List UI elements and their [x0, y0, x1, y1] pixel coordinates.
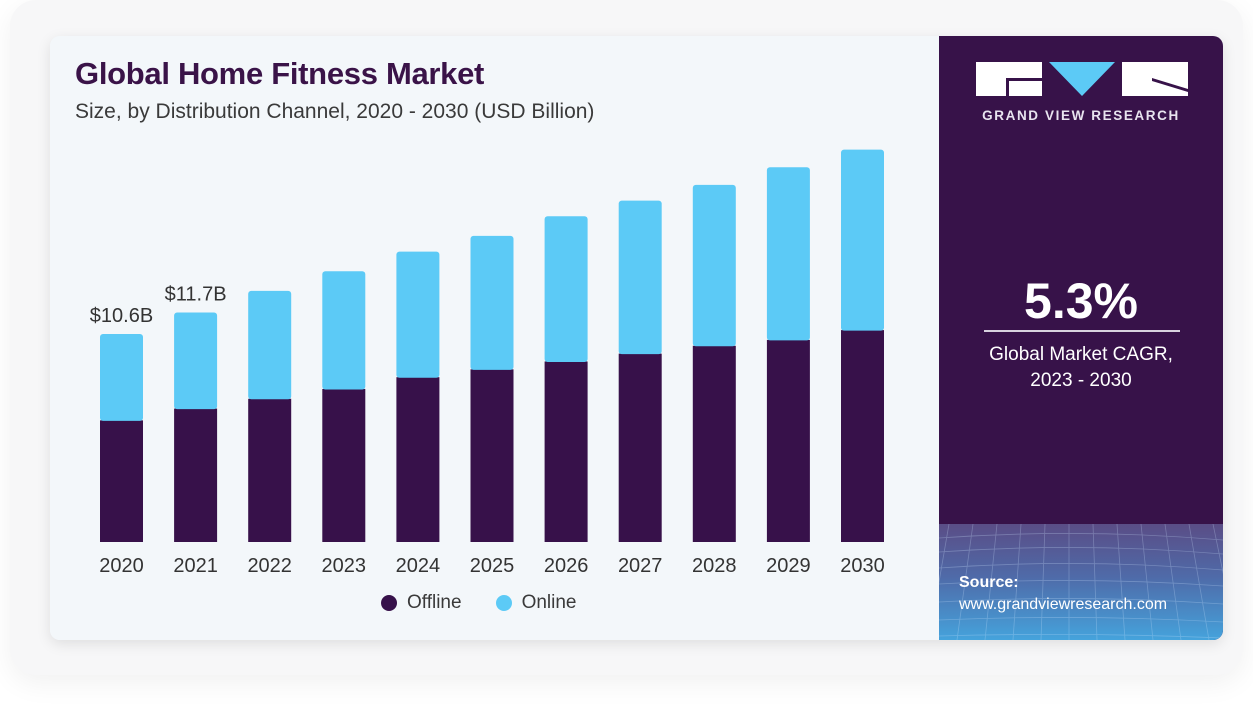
legend-dot-offline	[381, 595, 397, 611]
x-tick-label: 2029	[766, 555, 811, 577]
x-tick-label: 2030	[840, 555, 885, 577]
bar-offline-2024	[396, 377, 440, 542]
chart-subtitle: Size, by Distribution Channel, 2020 - 20…	[75, 100, 595, 123]
bar-online-2020	[100, 334, 143, 421]
bar-online-2026	[544, 216, 588, 362]
bar-online-2023	[322, 271, 366, 390]
x-tick-label: 2028	[692, 555, 737, 577]
x-tick-label: 2025	[470, 555, 515, 577]
bar-offline-2027	[618, 353, 662, 542]
bar-online-2021	[174, 312, 218, 410]
bar-offline-2025	[470, 369, 514, 542]
chart-area: Global Home Fitness Market Size, by Dist…	[50, 36, 939, 640]
bar-online-2025	[470, 235, 514, 370]
x-tick-label: 2026	[544, 555, 589, 577]
x-tick-label: 2020	[99, 555, 144, 577]
bar-offline-2029	[766, 339, 810, 542]
outer-card: Global Home Fitness Market Size, by Dist…	[10, 0, 1243, 675]
legend-item-online: Online	[495, 592, 577, 614]
side-panel: GRAND VIEW RESEARCH 5.3% Global Market C…	[939, 36, 1223, 640]
brand-name: GRAND VIEW RESEARCH	[982, 108, 1180, 123]
legend-label-online: Online	[521, 592, 577, 613]
legend-label-offline: Offline	[407, 592, 462, 613]
bar-online-2027	[618, 200, 662, 355]
legend-dot-online	[495, 595, 512, 611]
x-tick-label: 2022	[247, 555, 292, 577]
bar-offline-2028	[692, 345, 736, 542]
legend: Offline Online	[381, 592, 611, 614]
bar-offline-2020	[100, 420, 143, 542]
cagr-label-line2: 2023 - 2030	[1030, 370, 1132, 391]
data-label-2021: $11.7B	[165, 283, 227, 305]
bar-offline-2021	[174, 408, 218, 542]
gvr-logo-icon	[976, 62, 1188, 96]
bar-online-2029	[766, 167, 810, 341]
legend-item-offline: Offline	[381, 592, 462, 614]
bar-online-2028	[692, 184, 736, 347]
bar-offline-2030	[841, 330, 884, 542]
chart-title: Global Home Fitness Market	[75, 56, 485, 91]
cagr-label-line1: Global Market CAGR,	[989, 344, 1173, 365]
bar-online-2022	[248, 290, 292, 400]
bar-offline-2022	[248, 398, 292, 542]
infographic-card: Global Home Fitness Market Size, by Dist…	[50, 36, 1223, 640]
cagr-divider	[984, 330, 1180, 332]
bar-offline-2023	[322, 388, 366, 542]
grid-pattern-icon	[939, 524, 1223, 640]
cagr-label: Global Market CAGR, 2023 - 2030	[939, 342, 1223, 394]
bar-online-2024	[396, 251, 440, 378]
source-label: Source:	[959, 574, 1019, 591]
bar-online-2030	[841, 149, 884, 331]
x-tick-label: 2024	[396, 555, 441, 577]
x-tick-label: 2021	[173, 555, 218, 577]
source-url[interactable]: www.grandviewresearch.com	[959, 596, 1168, 613]
data-label-2020: $10.6B	[90, 305, 153, 327]
bar-offline-2026	[544, 361, 588, 542]
cagr-value: 5.3%	[1024, 273, 1138, 329]
source-panel	[939, 524, 1223, 640]
x-tick-label: 2027	[618, 555, 663, 577]
bar-chart: 2020 2021 2022 2023 2024 2025 2026 2027 2028 2029…	[90, 149, 885, 577]
x-tick-label: 2023	[322, 555, 367, 577]
